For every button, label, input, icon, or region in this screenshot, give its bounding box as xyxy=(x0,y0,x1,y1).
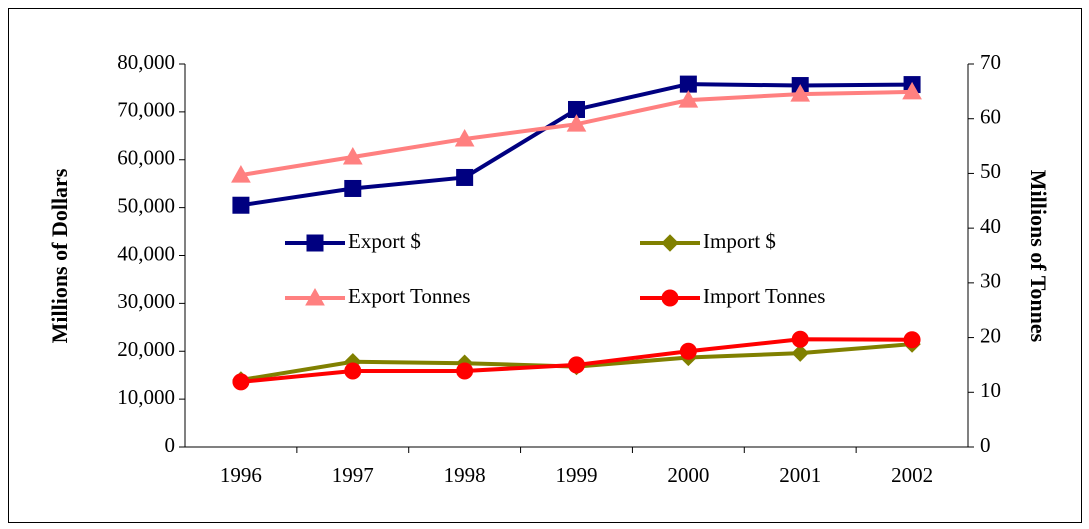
data-point xyxy=(568,356,585,374)
x-tick-label: 1996 xyxy=(220,463,262,487)
y-axis-title: Millions of Dollars xyxy=(47,168,72,343)
data-point xyxy=(232,196,250,214)
legend-marker xyxy=(305,287,325,306)
y2-tick-label: 60 xyxy=(980,105,1001,129)
x-tick-label: 2000 xyxy=(667,463,709,487)
data-point xyxy=(232,373,250,391)
y2-tick-label: 30 xyxy=(980,269,1001,293)
x-tick-label: 2001 xyxy=(779,463,821,487)
x-tick-label: 1998 xyxy=(444,463,486,487)
data-point xyxy=(902,81,922,100)
y2-tick-label: 0 xyxy=(980,433,991,457)
y2-tick-label: 50 xyxy=(980,159,1001,183)
legend-label: Export Tonnes xyxy=(348,284,470,308)
legend-marker xyxy=(306,234,324,252)
data-point xyxy=(679,342,697,360)
data-point xyxy=(344,179,362,197)
data-point xyxy=(344,362,362,380)
y-tick-label: 60,000 xyxy=(117,146,175,170)
data-point xyxy=(791,330,809,348)
y-tick-label: 40,000 xyxy=(117,241,175,265)
legend-marker xyxy=(661,234,679,252)
y-tick-label: 80,000 xyxy=(117,50,175,74)
y-tick-label: 20,000 xyxy=(117,337,175,361)
data-point xyxy=(679,75,697,93)
x-tick-label: 1997 xyxy=(332,463,374,487)
data-point xyxy=(791,344,809,362)
data-point xyxy=(456,362,474,380)
y2-axis-title: Millions of Tonnes xyxy=(1026,170,1051,343)
data-point xyxy=(903,331,921,349)
data-point xyxy=(342,146,363,165)
x-tick-label: 2002 xyxy=(891,463,933,487)
data-point xyxy=(454,128,475,147)
data-point xyxy=(566,114,587,132)
data-point xyxy=(678,90,699,108)
y-tick-label: 10,000 xyxy=(117,385,175,409)
legend-label: Export $ xyxy=(348,229,421,253)
y2-tick-label: 40 xyxy=(980,214,1001,238)
y-tick-label: 70,000 xyxy=(117,98,175,122)
data-point xyxy=(790,84,811,102)
y2-tick-label: 70 xyxy=(980,50,1001,74)
y2-tick-label: 10 xyxy=(980,378,1001,402)
y-tick-label: 0 xyxy=(165,433,176,457)
data-point xyxy=(231,165,251,183)
chart-border xyxy=(8,8,1082,523)
y2-tick-label: 20 xyxy=(980,323,1001,347)
data-point xyxy=(456,168,474,186)
y-tick-label: 30,000 xyxy=(117,289,175,313)
x-tick-label: 1999 xyxy=(556,463,598,487)
legend-marker xyxy=(661,289,679,307)
legend-label: Import Tonnes xyxy=(703,284,825,308)
legend-label: Import $ xyxy=(703,229,776,253)
y-tick-label: 50,000 xyxy=(117,193,175,217)
